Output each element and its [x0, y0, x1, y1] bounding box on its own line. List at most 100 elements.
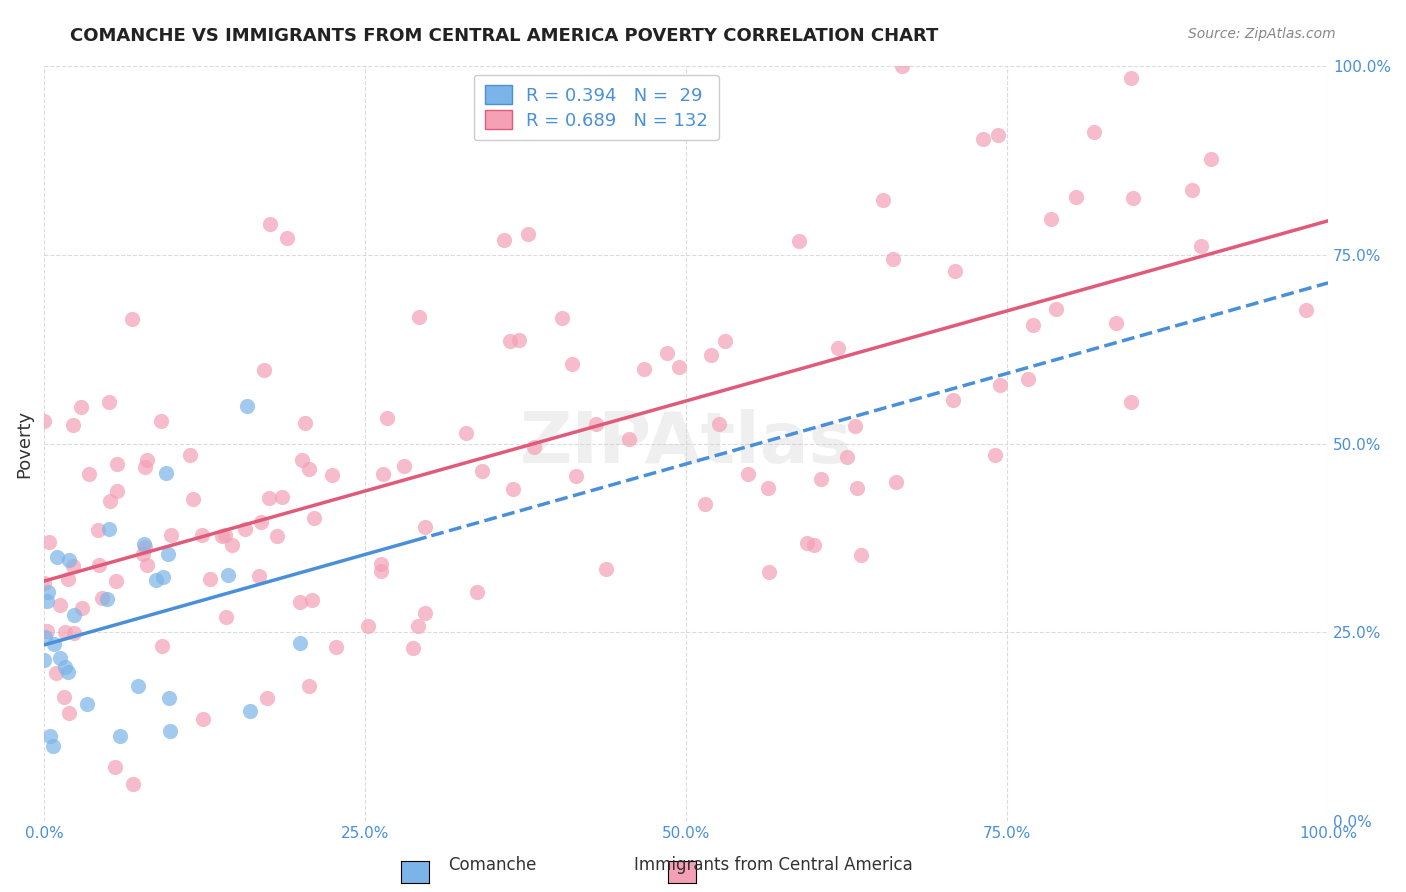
Point: [835, 450, 858, 465]
Point: [392, 459, 415, 474]
Point: [77, 467, 100, 481]
Point: [942, 392, 965, 407]
Point: [561, 357, 583, 371]
Point: [796, 536, 818, 550]
Point: [32, 576, 55, 591]
Point: [136, 558, 159, 573]
Point: [988, 377, 1011, 392]
Point: [132, 537, 155, 551]
Point: [62, 558, 84, 573]
Point: [357, 618, 380, 632]
Point: [737, 467, 759, 482]
Point: [159, 723, 181, 738]
Point: [987, 128, 1010, 142]
Point: [193, 713, 215, 727]
Point: [1017, 372, 1039, 386]
Point: [45, 666, 67, 681]
Point: [104, 759, 127, 773]
Point: [132, 547, 155, 561]
Point: [53, 660, 76, 674]
Point: [181, 491, 204, 506]
Point: [291, 453, 314, 467]
Point: [49, 650, 72, 665]
Point: [413, 520, 436, 534]
Point: [49, 599, 72, 613]
Point: [58, 572, 80, 586]
Point: [257, 491, 280, 505]
Point: [37, 585, 59, 599]
Point: [221, 538, 243, 552]
Point: [499, 334, 522, 348]
Point: [370, 557, 392, 571]
Point: [943, 264, 966, 278]
Point: [276, 231, 298, 245]
Point: [301, 592, 323, 607]
Point: [211, 529, 233, 543]
Point: [190, 527, 212, 541]
Point: [465, 585, 488, 599]
Text: COMANCHE VS IMMIGRANTS FROM CENTRAL AMERICA POVERTY CORRELATION CHART: COMANCHE VS IMMIGRANTS FROM CENTRAL AMER…: [70, 27, 939, 45]
Point: [38, 535, 60, 549]
Point: [585, 417, 607, 431]
Point: [298, 679, 321, 693]
Point: [714, 334, 737, 348]
Point: [250, 515, 273, 529]
Point: [37, 594, 59, 608]
Point: [325, 640, 347, 655]
Point: [1064, 190, 1087, 204]
Point: [62, 417, 84, 432]
Point: [302, 511, 325, 525]
Point: [105, 458, 128, 472]
Point: [97, 522, 120, 536]
Point: [96, 592, 118, 607]
Point: [373, 467, 395, 481]
Point: [70, 601, 93, 615]
Point: [217, 568, 239, 582]
Point: [259, 217, 281, 231]
Point: [298, 461, 321, 475]
Point: [846, 481, 869, 495]
Point: [502, 482, 524, 496]
Point: [984, 449, 1007, 463]
Point: [121, 311, 143, 326]
Point: [1022, 318, 1045, 332]
Point: [758, 565, 780, 579]
Point: [42, 637, 65, 651]
Point: [214, 528, 236, 542]
Text: ZIPAtlas: ZIPAtlas: [520, 409, 852, 478]
Point: [408, 310, 430, 324]
Point: [1121, 395, 1143, 409]
Point: [37, 624, 59, 639]
Point: [517, 227, 540, 241]
Point: [42, 739, 65, 753]
Point: [827, 341, 849, 355]
Point: [45, 549, 67, 564]
Point: [32, 413, 55, 427]
Point: [122, 777, 145, 791]
Point: [1105, 316, 1128, 330]
Point: [668, 360, 690, 375]
Point: [1181, 183, 1204, 197]
Point: [700, 348, 723, 362]
Point: [253, 363, 276, 377]
Point: [104, 574, 127, 589]
Point: [157, 690, 180, 705]
Point: [456, 425, 478, 440]
Point: [135, 453, 157, 467]
Point: [707, 417, 730, 432]
Point: [149, 414, 172, 428]
Point: [53, 624, 76, 639]
Point: [290, 636, 312, 650]
Point: [70, 400, 93, 414]
Text: Immigrants from Central America: Immigrants from Central America: [634, 856, 912, 874]
Point: [63, 607, 86, 622]
Point: [39, 729, 62, 743]
Point: [787, 235, 810, 249]
Point: [882, 252, 904, 266]
Y-axis label: Poverty: Poverty: [15, 409, 32, 477]
Point: [239, 705, 262, 719]
Point: [108, 729, 131, 743]
Point: [370, 564, 392, 578]
Point: [508, 333, 530, 347]
Point: [76, 697, 98, 711]
